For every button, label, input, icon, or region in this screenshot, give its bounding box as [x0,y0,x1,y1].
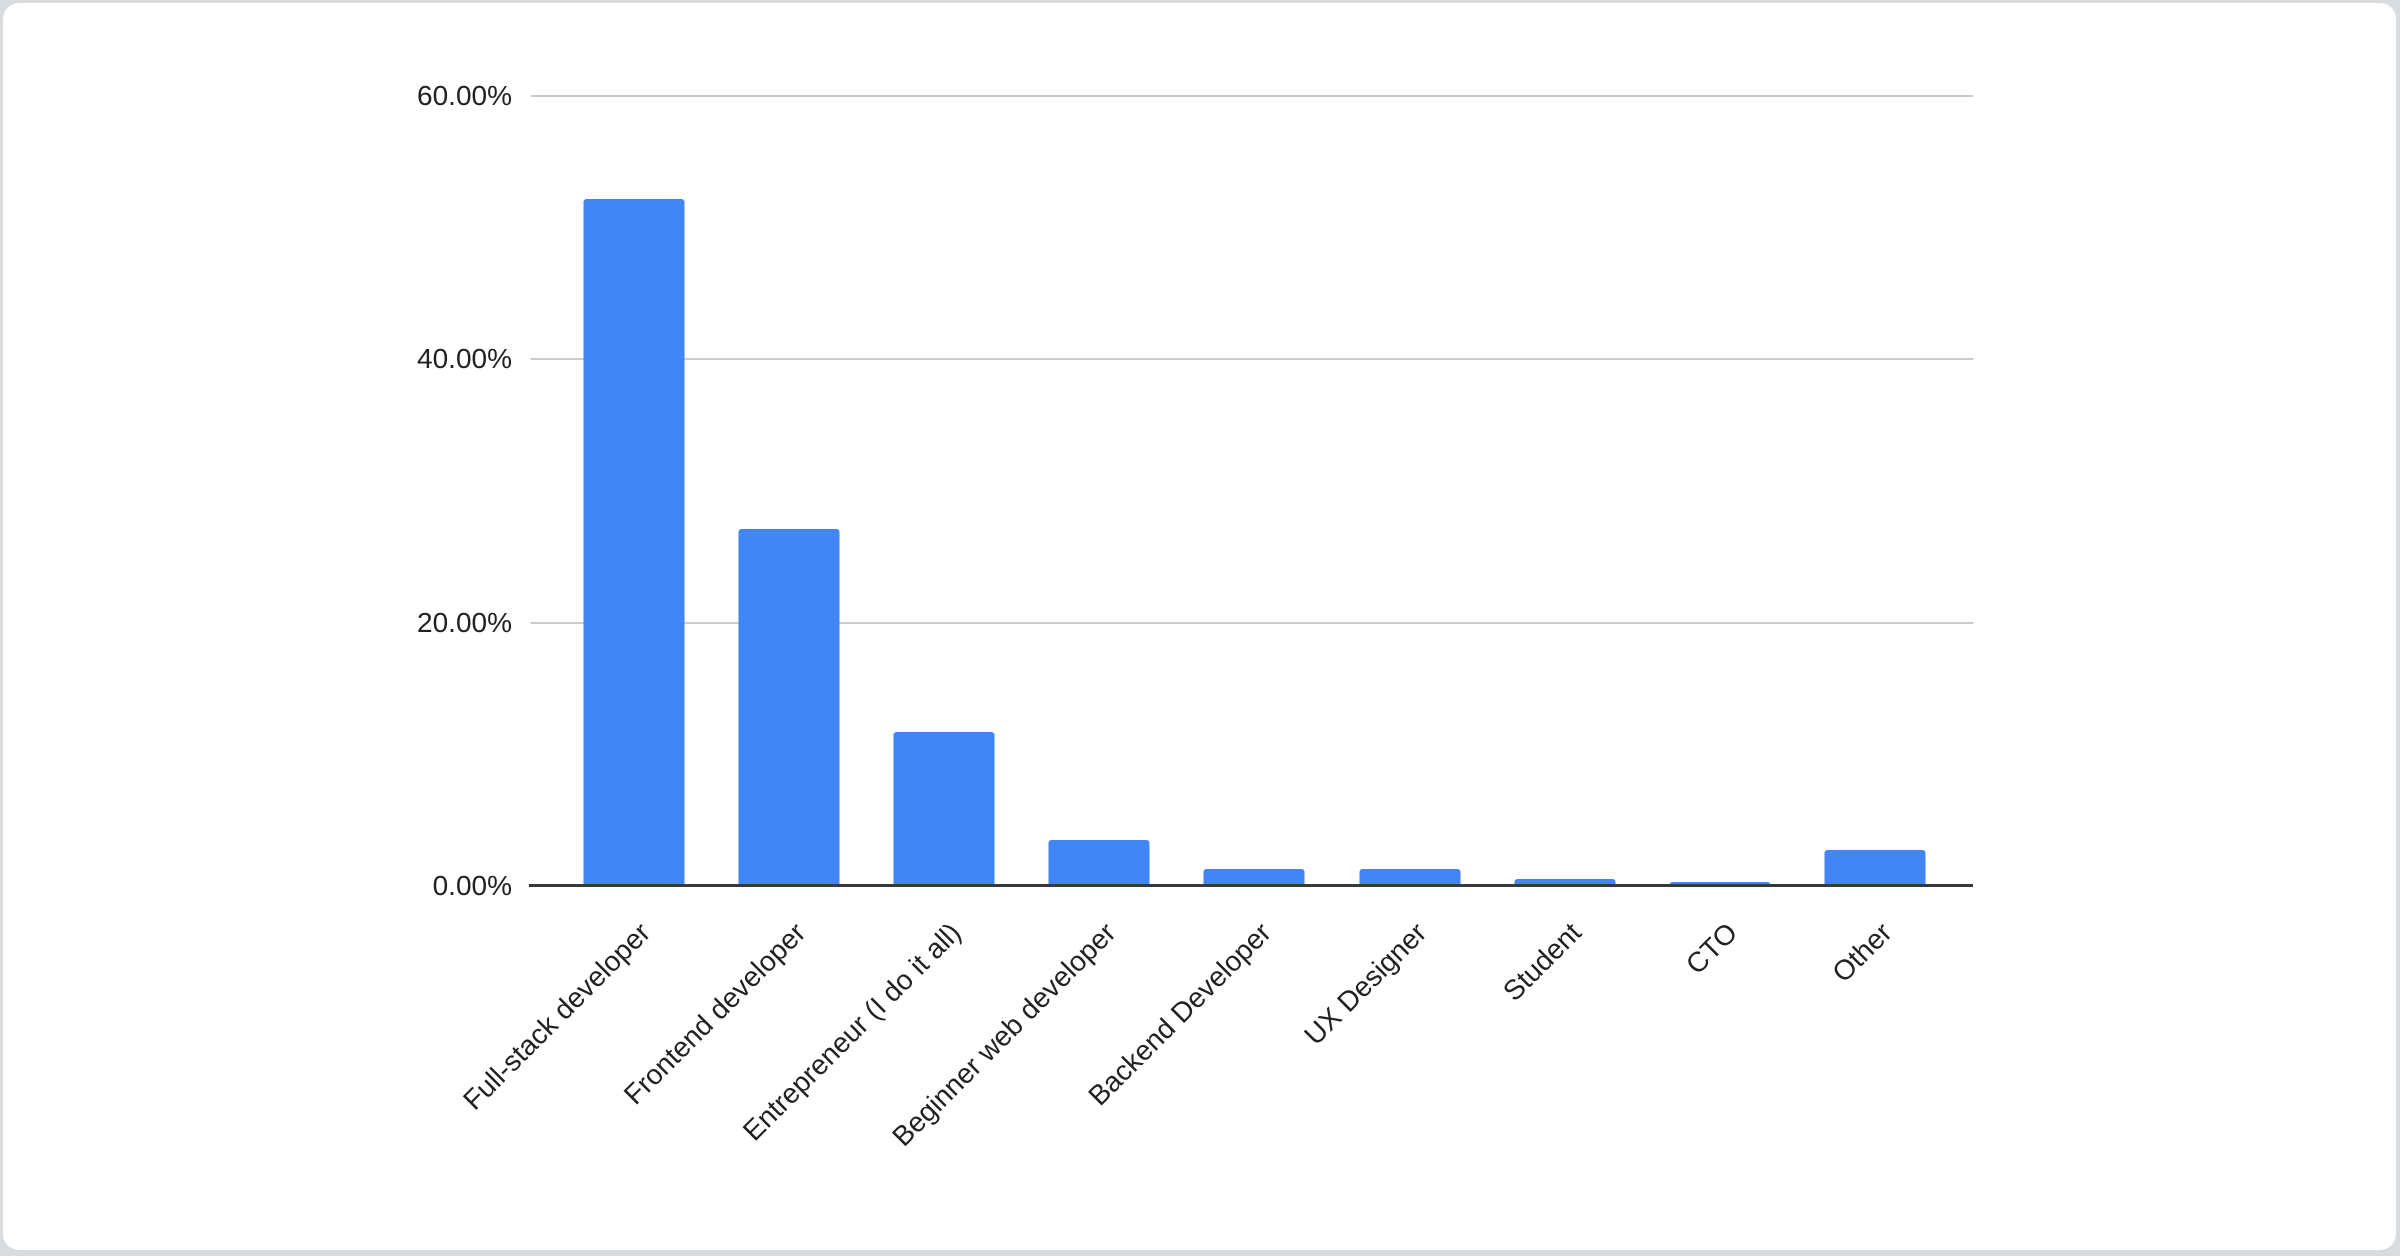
bar-frontend-developer[interactable] [738,529,840,886]
bar-entrepreneur-i-do-it-all[interactable] [893,731,995,886]
category-slot: Beginner web developer [886,96,1177,1152]
x-axis-category-label: CTO [1679,916,1743,981]
category-slot: Other [1798,96,1953,988]
y-gridline-60 [531,95,1973,97]
y-axis-tick-label: 60.00% [417,80,512,111]
category-slot: Full-stack developer [457,96,711,1116]
category-slot: UX Designer [1298,96,1487,1051]
bar-full-stack-developer[interactable] [583,198,685,886]
bar-beginner-web-developer[interactable] [1048,839,1150,886]
bar-student[interactable] [1514,879,1616,886]
bar-ux-designer[interactable] [1359,868,1461,886]
y-axis-tick-label: 0.00% [432,870,512,901]
bar-backend-developer[interactable] [1203,868,1305,886]
x-axis-category-label: UX Designer [1298,916,1433,1051]
y-gridline-20 [531,621,1973,624]
x-axis-category-label: Other [1826,916,1898,989]
plot-area: 0.00% 20.00% 40.00% 60.00% Full-stack develo… [417,82,1973,1152]
category-slot: Entrepreneur (I do it all) [737,96,1021,1147]
x-axis-line [529,884,1973,887]
bars-band: Full-stack developer Frontend developer En… [457,96,1973,1152]
bar-other[interactable] [1824,850,1926,886]
chart-card: 0.00% 20.00% 40.00% 60.00% Full-stack develo… [3,3,2396,1250]
y-axis-tick-label: 40.00% [417,343,512,375]
category-slot: CTO [1643,96,1798,980]
x-axis-category-label: Student [1497,916,1588,1007]
y-axis-tick-label: 20.00% [417,606,512,638]
category-slot: Backend Developer [1082,96,1332,1111]
category-slot: Student [1487,96,1642,1007]
y-gridline-40 [531,358,1973,361]
category-slot: Frontend developer [618,96,866,1110]
